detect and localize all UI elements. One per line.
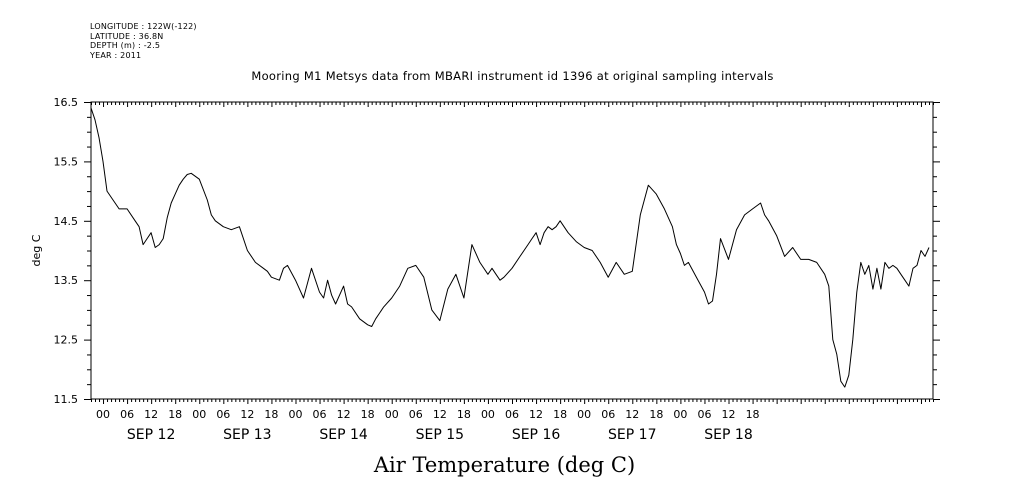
y-tick-label: 14.5: [54, 215, 79, 228]
x-tick-label: 18: [553, 408, 567, 421]
plot-frame: [90, 101, 934, 400]
x-tick-label: 00: [192, 408, 206, 421]
x-tick-label: 12: [144, 408, 158, 421]
x-tick-label: 18: [649, 408, 663, 421]
x-day-label: SEP 16: [512, 427, 561, 443]
x-tick-label: 06: [120, 408, 134, 421]
x-day-label: SEP 14: [319, 427, 368, 443]
latitude-line: LATITUDE : 36.8N: [90, 31, 164, 41]
series-line: [90, 107, 930, 388]
x-tick-label: 18: [264, 408, 278, 421]
x-tick-label: 18: [168, 408, 182, 421]
x-tick-label: 00: [96, 408, 110, 421]
y-tick-label: 13.5: [54, 274, 79, 287]
x-tick-label: 18: [457, 408, 471, 421]
x-tick-label: 06: [697, 408, 711, 421]
x-tick-label: 00: [385, 408, 399, 421]
x-tick-label: 06: [409, 408, 423, 421]
x-tick-label: 12: [625, 408, 639, 421]
x-tick-label: 06: [505, 408, 519, 421]
x-day-label: SEP 13: [223, 427, 271, 443]
x-tick-label: 06: [216, 408, 230, 421]
x-tick-label: 12: [722, 408, 736, 421]
x-axis-title: Air Temperature (deg C): [373, 453, 636, 477]
x-tick-label: 18: [746, 408, 760, 421]
x-tick-label: 00: [288, 408, 302, 421]
x-day-label: SEP 18: [704, 427, 752, 443]
x-tick-label: 00: [673, 408, 687, 421]
x-tick-label: 06: [601, 408, 615, 421]
x-day-label: SEP 17: [608, 427, 656, 443]
chart-title: Mooring M1 Metsys data from MBARI instru…: [251, 69, 774, 83]
x-tick-label: 12: [529, 408, 543, 421]
x-tick-label: 12: [240, 408, 254, 421]
longitude-line: LONGITUDE : 122W(-122): [90, 22, 197, 31]
x-tick-label: 18: [361, 408, 375, 421]
y-tick-label: 11.5: [54, 393, 79, 406]
year-line: YEAR : 2011: [90, 50, 142, 60]
x-tick-label: 00: [481, 408, 495, 421]
y-axis-label: deg C: [30, 234, 43, 266]
depth-line: DEPTH (m) : -2.5: [90, 41, 161, 50]
x-day-label: SEP 12: [127, 427, 175, 443]
y-tick-label: 15.5: [54, 155, 79, 168]
x-day-label: SEP 15: [416, 427, 464, 443]
metadata-block: LONGITUDE : 122W(-122) LATITUDE : 36.8N …: [90, 22, 197, 60]
x-tick-label: 12: [337, 408, 351, 421]
y-tick-label: 16.5: [54, 96, 79, 109]
x-tick-label: 00: [577, 408, 591, 421]
x-tick-label: 12: [433, 408, 447, 421]
x-tick-label: 06: [313, 408, 327, 421]
y-tick-label: 12.5: [54, 334, 79, 347]
